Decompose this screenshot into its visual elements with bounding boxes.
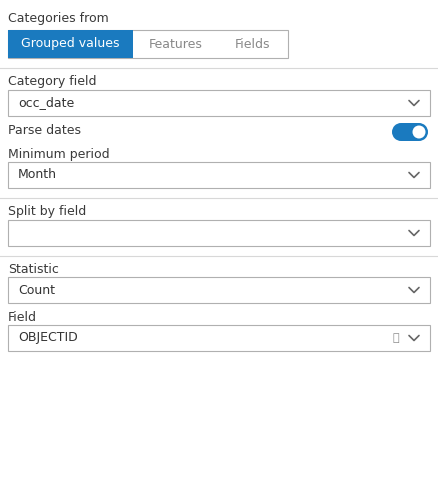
Text: OBJECTID: OBJECTID (18, 332, 78, 344)
Text: Parse dates: Parse dates (8, 124, 81, 137)
Bar (8, 162, 430, 188)
Bar (8, 30, 288, 58)
Text: Count: Count (18, 284, 55, 296)
Text: Minimum period: Minimum period (8, 148, 110, 161)
Text: Categories from: Categories from (8, 12, 109, 25)
Bar (8, 277, 430, 303)
Ellipse shape (410, 123, 428, 141)
Ellipse shape (413, 125, 425, 139)
Text: Grouped values: Grouped values (21, 38, 120, 50)
Text: Field: Field (8, 311, 37, 324)
Bar (8, 30, 133, 58)
Bar (8, 90, 430, 116)
Bar (8, 325, 430, 351)
Text: Split by field: Split by field (8, 205, 86, 218)
Text: occ_date: occ_date (18, 97, 74, 109)
Bar (8, 220, 430, 246)
Text: Statistic: Statistic (8, 263, 59, 276)
Text: Month: Month (18, 169, 57, 181)
Text: Features: Features (148, 38, 202, 50)
Text: 🔑: 🔑 (393, 333, 399, 343)
Ellipse shape (392, 123, 410, 141)
Bar (401, 123, 419, 141)
Text: Fields: Fields (235, 38, 271, 50)
Text: Category field: Category field (8, 75, 96, 88)
